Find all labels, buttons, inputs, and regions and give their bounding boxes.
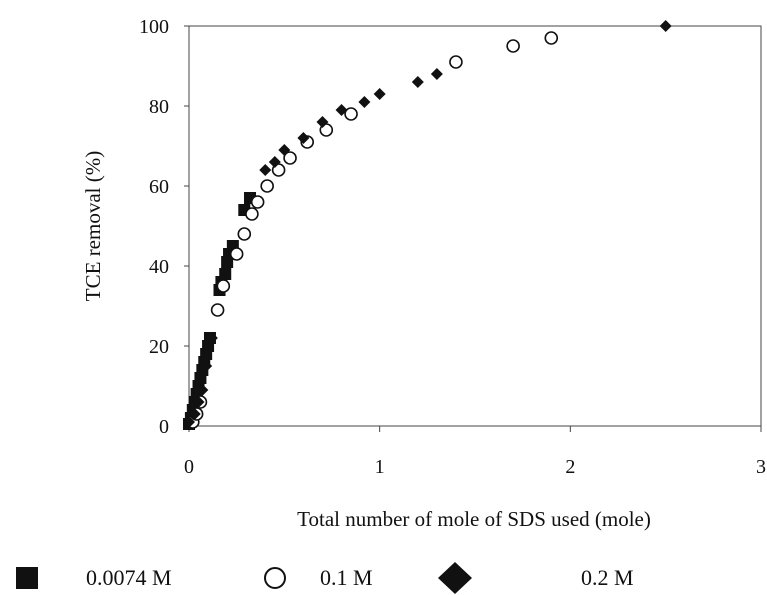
legend-item-0.0074m: 0.0074 M [14,560,172,595]
data-point-diamond [335,104,348,116]
data-point-diamond [188,408,201,420]
data-point-circle [229,247,244,261]
data-point-diamond [316,116,329,128]
data-point-diamond [411,76,424,88]
data-point-diamond [373,88,386,100]
legend-diamond-marker [438,561,472,594]
legend-label-0.2m: 0.2 M [581,564,634,590]
data-point-diamond [192,396,205,408]
y-axis-title: TCE removal (%) [81,151,105,301]
data-point-circle [344,107,358,121]
data-point-circle [283,151,297,165]
legend-label-0.0074m: 0.0074 M [86,564,172,590]
data-point-diamond [259,164,272,176]
legend-circle-marker [264,566,286,589]
series-0.1-m [186,31,559,429]
data-point-diamond [297,132,310,144]
data-point-square [219,268,232,280]
x-tick-label: 2 [565,456,575,478]
legend-label-0.1m: 0.1 M [320,564,373,590]
y-tick-label: 100 [139,16,169,38]
x-tick-label: 1 [375,456,385,478]
legend-item-0.2m: 0.2 M [437,560,634,595]
x-axis-title: Total number of mole of SDS used (mole) [297,507,651,531]
y-tick-label: 20 [149,336,169,358]
data-point-circle [216,279,231,293]
legend: 0.0074 M 0.1 M 0.2 M [0,560,767,595]
y-tick-label: 0 [159,416,169,438]
y-tick-label: 60 [149,176,169,198]
data-point-diamond [196,384,209,396]
legend-square-marker [16,566,38,589]
chart: 0 20 40 60 80 100 0 1 2 3 TCE removal (%) Total … [81,16,766,531]
data-marks [183,20,672,430]
y-axis: 0 20 40 60 80 100 [139,16,189,438]
x-axis: 0 1 2 3 [184,426,766,478]
data-point-diamond [358,96,371,108]
y-tick-label: 40 [149,256,169,278]
series-0.2-m [183,20,672,428]
data-point-diamond [200,360,213,372]
data-point-diamond [278,144,291,156]
data-point-circle [506,39,520,53]
data-point-circle [544,31,559,45]
data-point-diamond [205,332,218,344]
data-point-circle [449,55,463,69]
data-point-diamond [268,156,281,168]
y-tick-label: 80 [149,96,169,118]
data-point-circle [250,195,265,209]
legend-item-0.1m: 0.1 M [262,560,373,595]
data-point-diamond [659,20,672,32]
x-tick-label: 0 [184,456,194,478]
x-tick-label: 3 [756,456,766,478]
data-point-diamond [183,416,195,428]
data-point-circle [210,303,225,317]
data-point-circle [260,179,274,193]
plot-area-frame [188,25,762,427]
data-point-diamond [430,68,443,80]
data-point-circle [245,207,259,221]
data-point-circle [237,227,252,241]
